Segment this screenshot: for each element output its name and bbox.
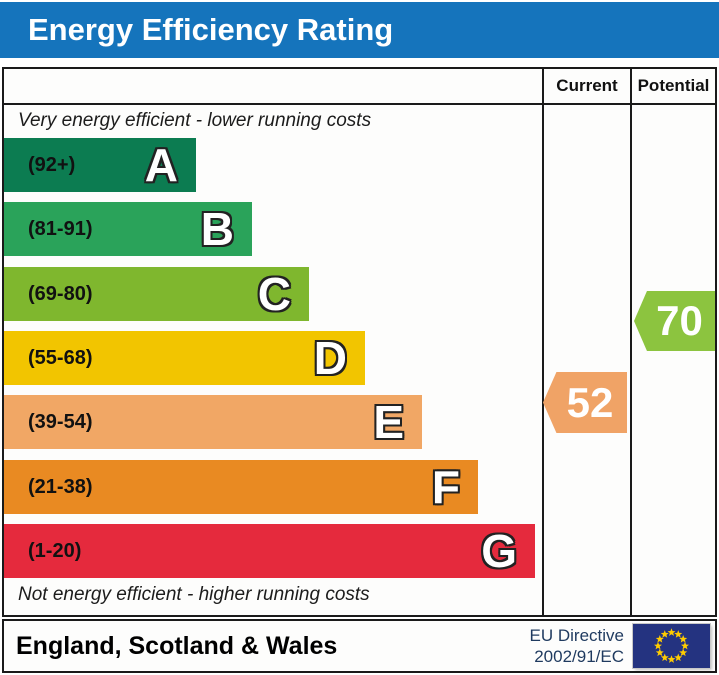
band-letter: G bbox=[481, 525, 517, 577]
band-range-label: (69-80) bbox=[28, 282, 93, 305]
potential-rating-value: 70 bbox=[656, 297, 703, 344]
rating-table: Current Potential Very energy efficient … bbox=[2, 67, 717, 617]
band-row-b: (81-91) B bbox=[4, 202, 252, 256]
band-letter: F bbox=[431, 461, 460, 513]
potential-rating-pointer: 70 bbox=[634, 291, 715, 351]
band-row-f: (21-38) F bbox=[4, 460, 478, 514]
eu-directive-label: EU Directive 2002/91/EC bbox=[530, 625, 624, 668]
page-title: Energy Efficiency Rating bbox=[28, 12, 394, 47]
region-label: England, Scotland & Wales bbox=[16, 631, 338, 660]
band-range-label: (21-38) bbox=[28, 475, 93, 498]
band-range-label: (81-91) bbox=[28, 217, 93, 240]
band-letter: E bbox=[373, 396, 404, 448]
footer: England, Scotland & Wales EU Directive 2… bbox=[2, 619, 717, 673]
band-row-e: (39-54) E bbox=[4, 395, 422, 449]
band-range-label: (55-68) bbox=[28, 346, 93, 369]
current-column-divider bbox=[542, 69, 544, 615]
band-row-a: (92+) A bbox=[4, 138, 196, 192]
potential-column-divider bbox=[630, 69, 632, 615]
band-letter: B bbox=[200, 203, 234, 255]
footer-right: EU Directive 2002/91/EC bbox=[530, 624, 715, 668]
band-letter: C bbox=[257, 268, 291, 320]
title-bar: Energy Efficiency Rating bbox=[0, 2, 719, 58]
band-letter: A bbox=[144, 139, 178, 191]
band-row-g: (1-20) G bbox=[4, 524, 535, 578]
top-note: Very energy efficient - lower running co… bbox=[18, 110, 372, 131]
current-rating-pointer: 52 bbox=[543, 372, 627, 433]
potential-column-header: Potential bbox=[637, 76, 710, 95]
current-column-header: Current bbox=[556, 76, 618, 95]
bottom-note: Not energy efficient - higher running co… bbox=[18, 584, 370, 605]
header-row-divider bbox=[4, 103, 715, 105]
eu-directive-line1: EU Directive bbox=[529, 625, 624, 645]
band-range-label: (92+) bbox=[28, 153, 76, 176]
eu-directive-line2: 2002/91/EC bbox=[534, 647, 624, 666]
band-row-d: (55-68) D bbox=[4, 331, 365, 385]
band-range-label: (39-54) bbox=[28, 410, 93, 433]
current-rating-value: 52 bbox=[566, 378, 614, 426]
eu-flag-icon bbox=[633, 624, 710, 668]
band-row-c: (69-80) C bbox=[4, 267, 309, 321]
band-range-label: (1-20) bbox=[28, 539, 82, 562]
band-letter: D bbox=[313, 332, 347, 384]
